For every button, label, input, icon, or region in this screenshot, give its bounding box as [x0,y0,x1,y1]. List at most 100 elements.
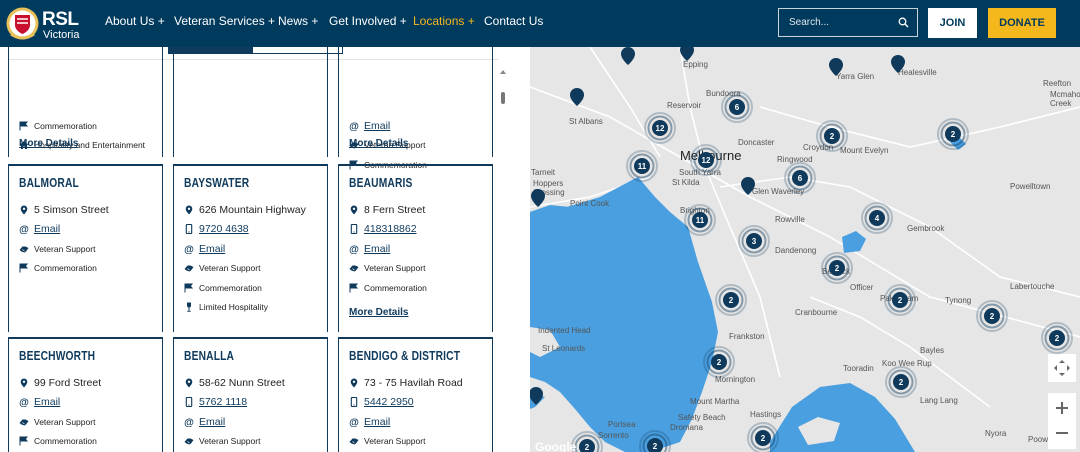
location-cluster[interactable]: 12 [690,144,722,176]
cluster-ring [787,165,813,191]
cluster-ring [647,115,673,141]
location-cluster[interactable]: 2 [639,430,671,452]
place-label: St Albans [569,117,603,126]
feature: Veteran Support [184,259,317,279]
location-cluster[interactable]: 2 [715,284,747,316]
location-cluster[interactable]: 2 [1041,322,1073,354]
location-cluster[interactable]: 6 [784,162,816,194]
roads [530,47,1080,408]
place-label: Safety Beach [678,413,726,422]
search-icon[interactable] [898,17,909,28]
email-link[interactable]: Email [34,223,61,236]
cluster-count: 6 [735,103,740,112]
cluster-dot [892,292,908,308]
zoom-in[interactable] [1056,402,1068,414]
place-label: Tynong [945,296,971,305]
phone-link[interactable]: 418318862 [364,223,417,236]
location-cluster[interactable]: 2 [885,366,917,398]
location-cluster[interactable]: 11 [684,204,716,236]
location-pin[interactable] [829,58,843,76]
location-cluster[interactable]: 4 [861,202,893,234]
map-controls [1048,354,1076,449]
email-link[interactable]: Email [34,396,61,409]
nav-link[interactable]: Contact Us [484,14,544,28]
cluster-count: 2 [990,312,995,321]
more-details-link[interactable]: More Details [349,307,409,318]
fullscreen-button[interactable] [1048,354,1076,382]
cluster-ring [940,121,966,147]
location-card: BALMORAL 5 Simson Street Email Veteran S… [8,164,163,332]
phone-link[interactable]: 5762 1118 [199,396,248,409]
location-cluster[interactable]: 2 [884,284,916,316]
location-cluster[interactable]: 2 [571,431,603,452]
cluster-count: 4 [875,214,880,223]
more-details-link[interactable]: More Details [19,138,79,149]
location-pin[interactable] [530,387,543,405]
pins [530,47,905,405]
place-label: Croydon [803,143,833,152]
donate-button[interactable]: DONATE [988,8,1056,38]
cluster-count: 11 [638,162,647,171]
cluster-dot [984,308,1000,324]
email-link[interactable]: Email [364,119,391,132]
tab[interactable] [252,47,343,54]
location-cluster[interactable]: 2 [747,422,779,452]
phone-link[interactable]: 5442 2950 [364,396,414,409]
more-details-link[interactable]: More Details [349,138,409,149]
email-link[interactable]: Email [364,415,391,428]
location-pin[interactable] [741,177,755,195]
logo-subtitle[interactable]: Victoria [43,29,80,41]
cluster-ring [715,284,747,316]
cluster-ring [644,112,676,144]
scrollbar[interactable] [498,67,508,107]
map[interactable]: Epping Bundoora Reservoir St Albans Yarra Gl… [530,47,1080,452]
location-pin[interactable] [621,47,635,65]
nav-link[interactable]: Veteran Services + [174,14,276,28]
location-cluster[interactable]: 3 [738,225,770,257]
nav-link[interactable]: Get Involved + [329,14,407,28]
scroll-up[interactable] [500,70,506,74]
location-cluster[interactable]: 2 [816,120,848,152]
location-cluster[interactable]: 2 [976,300,1008,332]
cluster-dot [755,430,771,446]
location-pin[interactable] [531,189,545,207]
cluster-ring [1044,325,1070,351]
location-pin[interactable] [570,88,584,106]
feature: Veteran Support [184,432,317,452]
scroll-thumb[interactable] [501,92,505,104]
place-label: Rowville [775,215,805,224]
location-card: Email Veteran Support Commemoration More… [338,47,493,170]
location-pin[interactable] [680,47,694,61]
nav-link[interactable]: Locations + [413,14,475,28]
cluster-ring [706,349,732,375]
feature-text: Commemoration [34,120,97,131]
logo-title[interactable]: RSL [42,9,79,30]
email-link[interactable]: Email [364,242,391,255]
phone-link[interactable]: 9720 4638 [199,223,249,236]
email-link[interactable]: Email [199,415,226,428]
cluster-ring [750,425,776,451]
nav-link[interactable]: News + [278,14,319,28]
tab[interactable] [168,47,252,54]
location-cluster[interactable]: 2 [937,118,969,150]
search-box[interactable]: Search... [778,8,918,37]
zoom-control[interactable] [1048,393,1076,449]
address-text: 58-62 Nunn Street [199,376,285,389]
location-cluster[interactable]: 12 [644,112,676,144]
email-link[interactable]: Email [199,242,226,255]
join-button[interactable]: JOIN [928,8,977,38]
location-cluster[interactable]: 6 [721,91,753,123]
place-label: St Leonards [542,344,585,353]
nav-link[interactable]: About Us + [105,14,165,28]
location-card [173,47,328,157]
logo-emblem[interactable] [6,4,39,43]
email: Email [349,116,482,136]
locations-panel: Commemoration Hospitality and Entertainm… [0,47,512,452]
phone: 9720 4638 [184,220,317,240]
place-label: Frankston [729,332,765,341]
location-cluster[interactable]: 2 [821,252,853,284]
location-pin[interactable] [891,55,905,73]
location-cluster[interactable]: 11 [626,150,658,182]
location-cluster[interactable]: 2 [703,346,735,378]
cluster-ring [642,433,668,452]
